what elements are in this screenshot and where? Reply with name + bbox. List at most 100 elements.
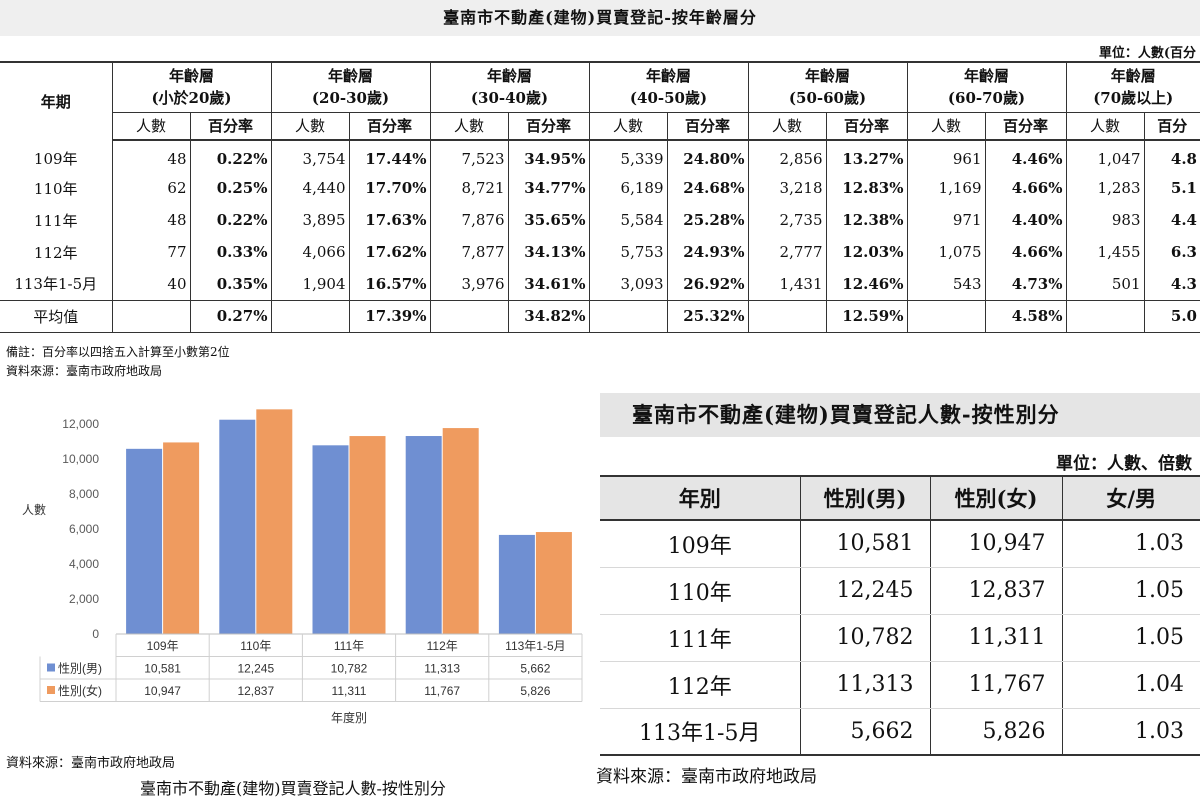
gender-table-title: 臺南市不動產(建物)買賣登記人數-按性別分 [600,393,1200,437]
average-value: 5.0 [1143,299,1200,333]
row-year: 112年 [600,661,800,709]
gender-header-ratio: 女/男 [1061,475,1200,521]
count-cell: 4,440 [270,172,349,204]
count-cell: 501 [1065,268,1144,300]
value-cell: 12,837 [929,567,1062,615]
count-cell: 3,218 [747,172,826,204]
percent-cell: 34.77% [507,172,589,204]
count-cell: 1,075 [906,236,985,268]
age-group-line1: 年齡層 [1110,67,1156,86]
value-cell: 1.05 [1061,567,1200,615]
percent-cell: 12.38% [825,204,907,236]
count-cell: 7,523 [429,140,508,172]
count-cell: 1,455 [1065,236,1144,268]
x-axis-label: 年度別 [331,710,367,725]
empty-cell [270,299,349,333]
data-label: 11,311 [332,684,367,698]
x-tick-label: 112年 [427,639,458,653]
row-year: 113年1-5月 [14,275,98,294]
age-table-note: 備註：百分率以四捨五入計算至小數第2位 [6,345,230,359]
value-cell: 11,313 [799,661,930,709]
age-group-line1: 年齡層 [804,67,850,86]
row-year: 111年 [33,211,78,230]
gender-header-female: 性別(女) [929,475,1062,521]
percent-header: 百分率 [348,112,430,141]
count-cell: 7,876 [429,204,508,236]
age-group-header: 年齡層 (小於20歲) [111,61,271,113]
row-year: 111年 [600,614,800,662]
percent-cell: 0.22% [189,140,271,172]
age-group-header: 年齡層 (50-60歲) [747,61,907,113]
gender-table-source: 資料來源：臺南市政府地政局 [596,767,817,787]
percent-header: 百分率 [666,112,748,141]
table-row: 111年 10,782 11,311 1.05 [600,614,1200,662]
percent-cell: 12.03% [825,236,907,268]
count-cell: 48 [111,140,190,172]
gender-header-row: 年別 性別(男) 性別(女) 女/男 [600,475,1200,521]
value-cell: 1.04 [1061,661,1200,709]
average-label: 平均值 [0,299,112,333]
value-cell: 10,782 [799,614,930,662]
table-row: 112年 11,313 11,767 1.04 [600,661,1200,709]
count-cell: 48 [111,204,190,236]
age-group-line2: (70歲以上) [1093,89,1174,108]
age-group-line2: (小於20歲) [151,89,232,108]
value-cell: 12,245 [799,567,930,615]
percent-cell: 4.73% [984,268,1066,300]
age-group-line1: 年齡層 [486,67,532,86]
data-label: 12,837 [237,684,274,698]
percent-header: 百分 [1143,112,1200,141]
count-cell: 8,721 [429,172,508,204]
count-cell: 2,777 [747,236,826,268]
average-value: 34.82% [507,299,589,333]
percent-cell: 26.92% [666,268,748,300]
value-cell: 1.05 [1061,614,1200,662]
data-label: 10,947 [144,684,181,698]
bar-male [498,534,535,634]
bar-female [442,428,479,634]
count-cell: 1,283 [1065,172,1144,204]
x-tick-label: 111年 [334,639,364,653]
count-cell: 1,047 [1065,140,1144,172]
percent-cell: 24.93% [666,236,748,268]
empty-cell [747,299,826,333]
percent-header: 百分率 [984,112,1066,141]
count-header: 人數 [588,112,667,141]
age-group-header: 年齡層 (40-50歲) [588,61,748,113]
percent-cell: 0.33% [189,236,271,268]
value-cell: 5,662 [799,708,930,756]
y-tick-label: 12,000 [62,417,99,431]
percent-cell: 34.61% [507,268,589,300]
age-group-line2: (20-30歲) [311,89,390,108]
count-cell: 62 [111,172,190,204]
percent-cell: 17.63% [348,204,430,236]
y-tick-label: 10,000 [62,452,99,466]
age-group-header: 年齡層 (60-70歲) [906,61,1066,113]
count-header: 人數 [270,112,349,141]
age-group-header: 年齡層 (70歲以上) [1065,61,1200,113]
count-header: 人數 [906,112,985,141]
percent-header: 百分率 [189,112,271,141]
legend-label: 性別(男) [58,662,102,676]
row-year: 112年 [33,243,78,262]
percent-cell: 4.46% [984,140,1066,172]
table-row: 112年 77 0.33% 4,066 17.62% 7,877 34.13% 5,753 24… [0,236,1200,268]
count-cell: 2,735 [747,204,826,236]
percent-cell: 17.44% [348,140,430,172]
x-tick-label: 109年 [147,639,179,653]
value-cell: 5,826 [929,708,1062,756]
data-label: 11,767 [424,684,460,698]
data-label: 10,782 [331,662,368,676]
value-cell: 1.03 [1061,520,1200,568]
age-table: 年期 年齡層 (小於20歲) 年齡層 (20-30歲) 年齡層 (30-40歲) 年齡層 (4… [0,61,1200,333]
count-cell: 40 [111,268,190,300]
value-cell: 11,311 [929,614,1062,662]
data-label: 5,826 [520,684,550,698]
percent-cell: 13.27% [825,140,907,172]
count-cell: 77 [111,236,190,268]
age-group-line1: 年齡層 [645,67,691,86]
table-row: 110年 12,245 12,837 1.05 [600,567,1200,615]
count-cell: 3,895 [270,204,349,236]
age-group-line2: (50-60歲) [788,89,867,108]
percent-cell: 4.3 [1143,268,1200,300]
